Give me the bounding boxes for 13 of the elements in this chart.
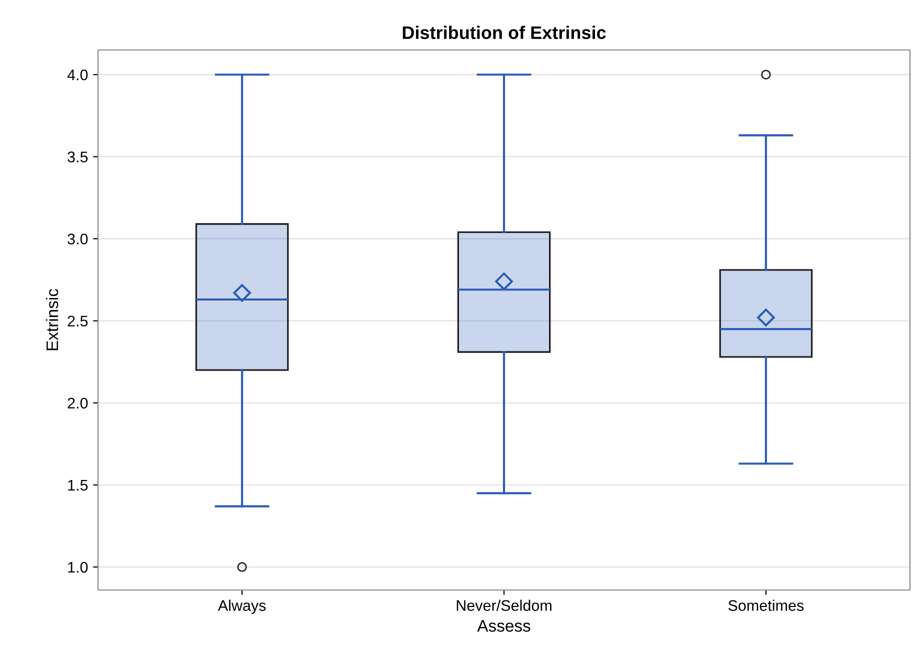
chart-title: Distribution of Extrinsic xyxy=(402,26,606,40)
y-tick-label: 1.5 xyxy=(68,480,88,491)
x-tick-label: Sometimes xyxy=(728,600,804,611)
x-tick-label: Never/Seldom xyxy=(456,600,552,611)
y-tick-label: 2.5 xyxy=(68,316,88,327)
y-tick-label: 1.0 xyxy=(68,562,88,573)
x-tick-label: Always xyxy=(218,600,266,614)
y-tick-label: 2.0 xyxy=(68,398,88,409)
x-axis-title: Assess xyxy=(477,620,530,632)
y-tick-label: 4.0 xyxy=(67,69,88,80)
y-tick-label: 3.0 xyxy=(68,234,88,244)
y-axis-title: Extrinsic xyxy=(46,288,58,350)
y-tick-label: 3.5 xyxy=(68,152,88,162)
